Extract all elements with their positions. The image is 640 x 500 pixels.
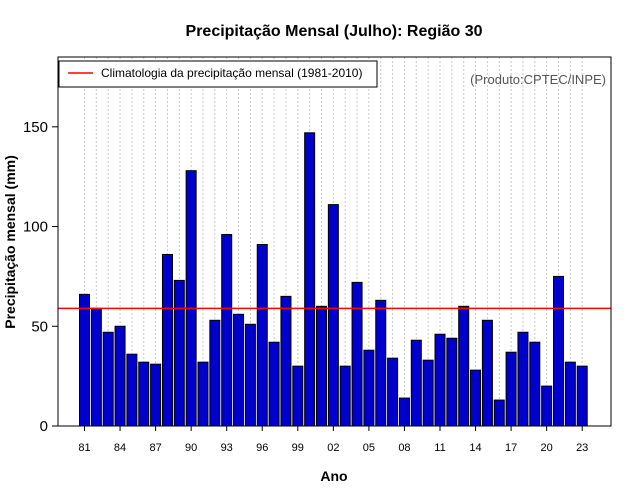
y-axis: 0 50 100 150 xyxy=(23,119,58,435)
bar-1988 xyxy=(161,253,173,427)
bar-2014 xyxy=(470,369,482,427)
bar-2004 xyxy=(351,281,363,427)
x-tick-label: 96 xyxy=(256,442,268,454)
y-tick-label: 0 xyxy=(40,418,48,435)
x-tick-label: 81 xyxy=(78,442,90,454)
x-tick-label: 84 xyxy=(114,442,126,454)
bar-2003 xyxy=(339,365,351,427)
bar-1982 xyxy=(90,307,102,427)
x-tick-label: 99 xyxy=(292,442,304,454)
x-tick-label: 11 xyxy=(434,442,445,454)
bar-1985 xyxy=(126,353,138,427)
bar-2019 xyxy=(529,341,541,427)
bar-2007 xyxy=(387,357,399,427)
bar-2018 xyxy=(517,331,529,427)
bar-1997 xyxy=(268,341,280,427)
y-tick-label: 100 xyxy=(23,219,48,236)
x-tick-label: 02 xyxy=(327,442,339,454)
y-tick-label: 150 xyxy=(23,119,48,136)
legend-box xyxy=(58,60,378,88)
x-tick-label: 93 xyxy=(221,442,233,454)
bar-1992 xyxy=(209,319,221,427)
x-tick-label: 87 xyxy=(149,442,161,454)
bar-2021 xyxy=(553,275,564,427)
credit-text: (Produto:CPTEC/INPE) xyxy=(470,72,606,87)
legend: Climatologia da precipitação mensal (198… xyxy=(58,60,378,88)
x-axis-label: Ano xyxy=(320,468,347,484)
bar-1989 xyxy=(173,279,185,427)
bar-2011 xyxy=(434,333,446,427)
bar-1983 xyxy=(102,331,114,427)
bar-2020 xyxy=(541,385,553,427)
bar-1994 xyxy=(233,313,245,427)
x-axis: 81 84 87 90 93 96 99 02 05 08 11 14 17 20 23 xyxy=(78,426,588,454)
bar-2009 xyxy=(410,339,422,427)
bar-1999 xyxy=(292,365,304,427)
y-tick-label: 50 xyxy=(31,318,48,335)
x-tick-label: 05 xyxy=(363,442,375,454)
legend-label: Climatologia da precipitação mensal (198… xyxy=(101,66,362,80)
bar-1995 xyxy=(244,323,256,427)
bar-2000 xyxy=(304,132,316,427)
bar-2012 xyxy=(446,337,458,427)
bar-1984 xyxy=(114,325,126,427)
x-tick-label: 23 xyxy=(576,442,588,454)
x-tick-label: 20 xyxy=(541,442,553,454)
x-tick-label: 08 xyxy=(398,442,410,454)
bar-2023 xyxy=(576,365,588,427)
bar-2010 xyxy=(422,359,434,427)
bar-1996 xyxy=(256,243,268,427)
bar-1991 xyxy=(197,361,209,427)
bar-1986 xyxy=(138,361,150,427)
bar-1981 xyxy=(79,293,90,427)
bar-2017 xyxy=(505,351,517,427)
chart-title: Precipitação Mensal (Julho): Região 30 xyxy=(186,23,483,40)
x-tick-label: 17 xyxy=(505,442,517,454)
bar-2001 xyxy=(316,305,327,427)
bar-1990 xyxy=(185,170,197,427)
bar-2002 xyxy=(327,204,339,427)
bar-2006 xyxy=(375,299,387,427)
bar-2005 xyxy=(363,349,375,427)
bar-2013 xyxy=(458,305,470,427)
plot-frame xyxy=(57,56,612,427)
bar-1993 xyxy=(221,234,233,427)
bar-1987 xyxy=(150,363,162,427)
vertical-grid xyxy=(84,57,583,426)
bar-2015 xyxy=(481,319,493,427)
bar-2016 xyxy=(493,399,505,427)
bar-2022 xyxy=(564,361,576,427)
bars xyxy=(79,132,588,427)
bar-2008 xyxy=(398,397,410,427)
y-axis-label: Precipitação mensal (mm) xyxy=(2,155,18,329)
bar-1998 xyxy=(280,295,292,427)
x-tick-label: 14 xyxy=(469,442,481,454)
x-tick-label: 90 xyxy=(185,442,197,454)
